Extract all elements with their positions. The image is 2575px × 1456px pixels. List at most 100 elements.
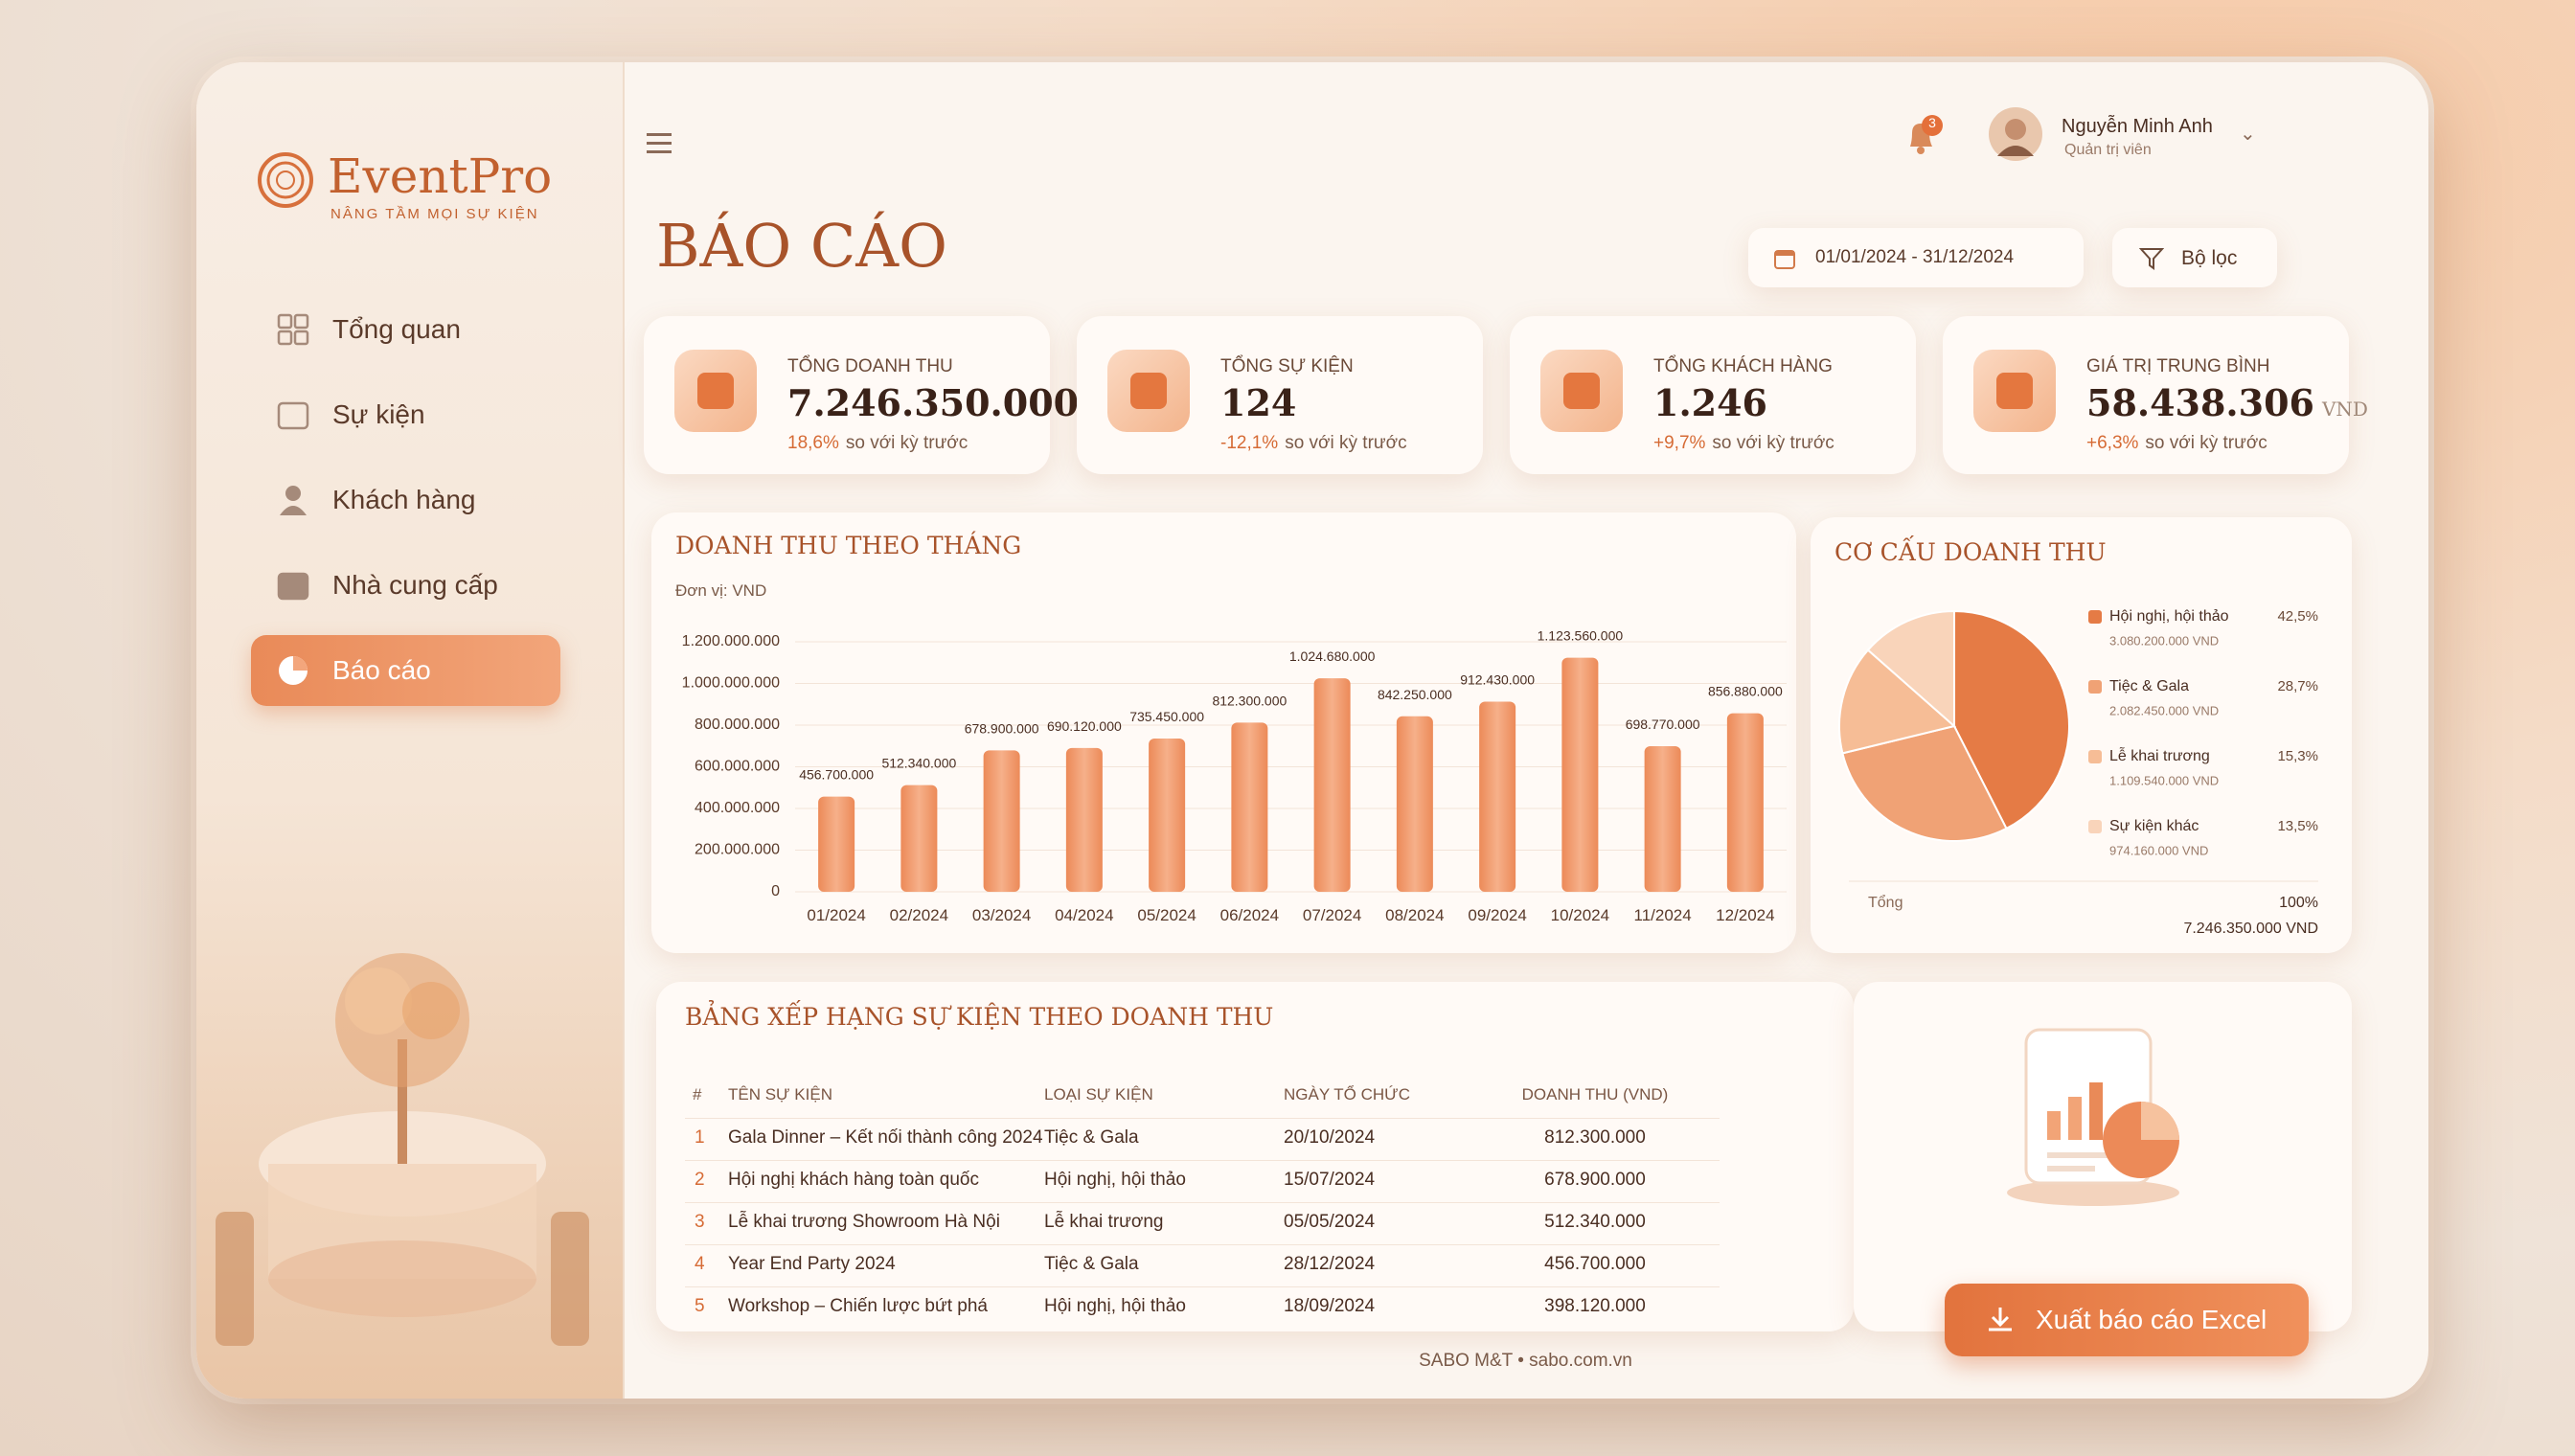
bar — [1065, 747, 1103, 892]
bar-value-label: 812.300.000 — [1212, 693, 1287, 708]
kpi-number: 58.438.306 — [2086, 381, 2314, 424]
icon-part — [293, 656, 308, 671]
icon-part — [285, 486, 301, 501]
kpi-change-row: +9,7% so với kỳ trước — [1653, 433, 1834, 454]
kpi-unit: VND — [2321, 398, 2368, 421]
table-header: LOẠI SỰ KIỆN — [1044, 1085, 1153, 1103]
notification-bell[interactable] — [1899, 112, 1947, 160]
bar-value-label: 456.700.000 — [799, 767, 874, 783]
kpi-icon-glyph — [1996, 373, 2033, 409]
table-cell: 678.900.000 — [1544, 1170, 1646, 1190]
menu-button[interactable] — [647, 131, 675, 156]
decor-image — [216, 953, 589, 1346]
kpi-value: 124 — [1220, 381, 1296, 424]
bar-value-label: 678.900.000 — [965, 720, 1039, 736]
legend-swatch — [2088, 820, 2102, 833]
legend-label: Sự kiện khác — [2109, 818, 2199, 834]
kpi-number: 124 — [1220, 381, 1297, 424]
table-header: DOANH THU (VND) — [1521, 1085, 1669, 1103]
legend-percent: 15,3% — [2277, 748, 2318, 764]
logo-mark — [258, 152, 313, 208]
nav-label: Khách hàng — [332, 485, 476, 514]
legend-percent: 13,5% — [2277, 818, 2318, 834]
table-cell: 15/07/2024 — [1284, 1170, 1376, 1190]
kpi-change: +6,3% — [2086, 433, 2139, 453]
filter-label: Bộ lọc — [2181, 247, 2238, 269]
page-title: BÁO CÁO — [656, 211, 947, 281]
filter-button[interactable]: Bộ lọc — [2112, 228, 2277, 287]
table-cell: 4 — [695, 1254, 705, 1274]
nav-item[interactable]: Khách hàng — [251, 465, 560, 535]
kpi-card: TỔNG KHÁCH HÀNG 1.246 +9,7% so với kỳ trước — [1510, 316, 1916, 474]
nav-icon — [277, 313, 309, 346]
x-tick-label: 06/2024 — [1220, 906, 1279, 924]
bar — [1479, 701, 1516, 892]
bar — [983, 750, 1020, 892]
table-cell: 3 — [695, 1212, 705, 1232]
kpi-change-row: +6,3% so với kỳ trước — [2086, 433, 2267, 454]
icon-part — [277, 572, 309, 601]
pie-slice — [1841, 724, 2008, 842]
bar-chart-panel: DOANH THU THEO THÁNG Đơn vị: VND 0 200.000.… — [651, 512, 1796, 953]
table-cell: Tiệc & Gala — [1044, 1127, 1139, 1148]
brand-name: EventPro — [328, 148, 553, 204]
kpi-icon — [1540, 350, 1623, 432]
bar-value-label: 512.340.000 — [881, 756, 956, 771]
nav-item[interactable]: Tổng quan — [251, 294, 560, 365]
table-cell: Lễ khai trương — [1044, 1212, 1164, 1232]
user-name: Nguyễn Minh Anh — [2062, 116, 2213, 137]
table-header: TÊN SỰ KIỆN — [728, 1085, 832, 1103]
x-tick-label: 07/2024 — [1303, 906, 1361, 924]
kpi-card: GIÁ TRỊ TRUNG BÌNH 58.438.306 VND +6,3% so v… — [1943, 316, 2368, 474]
total-percent: 100% — [2279, 895, 2318, 911]
table-cell: 20/10/2024 — [1284, 1127, 1376, 1148]
avatar[interactable] — [1988, 106, 2043, 162]
x-tick-label: 03/2024 — [972, 906, 1031, 924]
pie-chart: Hội nghị, hội thảo 42,5% 3.080.200.000 VND… — [1838, 608, 2318, 937]
icon-part — [277, 401, 309, 430]
nav-item[interactable]: Sự kiện — [251, 379, 560, 450]
table-cell: Hội nghị, hội thảo — [1044, 1296, 1186, 1316]
legend-amount: 974.160.000 VND — [2109, 843, 2208, 857]
kpi-change: +9,7% — [1653, 433, 1706, 453]
legend-amount: 1.109.540.000 VND — [2109, 773, 2219, 787]
report-illustration — [2007, 1028, 2179, 1206]
table-cell: 2 — [695, 1170, 705, 1190]
pie-slice — [1838, 648, 1957, 755]
icon-part — [293, 313, 309, 330]
nav-item[interactable]: Nhà cung cấp — [251, 550, 560, 621]
table-cell: 512.340.000 — [1544, 1212, 1646, 1232]
kpi-icon — [1107, 350, 1190, 432]
nav-icon — [277, 572, 309, 601]
table-cell: 05/05/2024 — [1284, 1212, 1376, 1232]
pie-slice — [1866, 609, 1955, 729]
date-range-picker[interactable]: 01/01/2024 - 31/12/2024 — [1748, 228, 2084, 287]
bar-value-label: 1.123.560.000 — [1538, 628, 1624, 644]
bar — [1726, 713, 1764, 892]
chart-subtitle: Đơn vị: VND — [675, 581, 767, 600]
filter-icon — [2139, 248, 2164, 270]
user-menu-caret[interactable]: ⌄ — [2240, 124, 2256, 145]
nav-label: Nhà cung cấp — [332, 570, 498, 600]
kpi-value: 1.246 — [1653, 381, 1767, 424]
x-tick-label: 01/2024 — [807, 906, 865, 924]
x-tick-label: 10/2024 — [1551, 906, 1609, 924]
row-divider — [685, 1286, 1720, 1287]
bar-value-label: 735.450.000 — [1129, 709, 1204, 724]
y-tick-label: 200.000.000 — [695, 842, 780, 858]
icon-part — [277, 313, 293, 330]
x-tick-label: 05/2024 — [1137, 906, 1196, 924]
icon-part — [280, 506, 307, 515]
table-cell: 1 — [695, 1127, 705, 1148]
pie-chart-panel: CƠ CẤU DOANH THU Hội nghị, hội thảo 42,5% 3… — [1811, 517, 2352, 953]
row-divider — [685, 1244, 1720, 1245]
kpi-value: 58.438.306 VND — [2086, 381, 2368, 424]
legend-percent: 42,5% — [2277, 608, 2318, 625]
table-cell: 5 — [695, 1296, 705, 1316]
export-button[interactable]: Xuất báo cáo Excel — [1945, 1284, 2309, 1356]
legend-amount: 3.080.200.000 VND — [2109, 633, 2219, 648]
kpi-number: 1.246 — [1653, 381, 1767, 424]
nav-item[interactable]: Báo cáo — [251, 635, 560, 706]
export-panel: Xuất báo cáo Excel — [1854, 982, 2352, 1356]
